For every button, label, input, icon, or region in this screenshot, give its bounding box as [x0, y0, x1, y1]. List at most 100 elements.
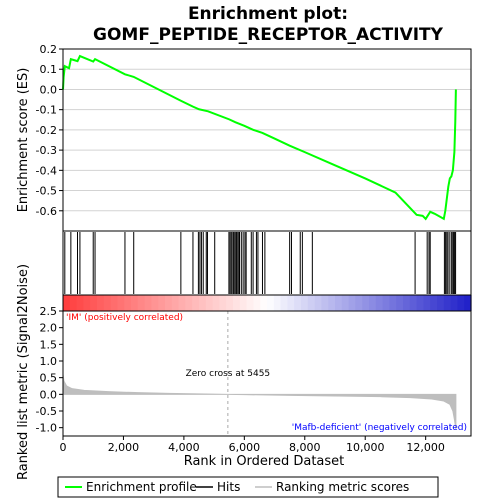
ranking-color-segment	[97, 295, 105, 311]
x-tick-label: 10,000	[346, 441, 385, 454]
ranking-color-segment	[199, 295, 207, 311]
es-y-tick-label: -0.3	[36, 144, 57, 157]
ranking-color-segment	[430, 295, 438, 311]
ranking-color-segment	[267, 295, 275, 311]
ranking-color-segment	[355, 295, 363, 311]
ranking-color-segment	[348, 295, 356, 311]
ranking-metric-area	[62, 374, 457, 430]
ranking-color-segment	[443, 295, 452, 311]
es-gridlines	[63, 48, 471, 212]
ranking-color-segment	[151, 295, 159, 311]
enrichment-profile-line	[62, 54, 457, 221]
ranking-color-segment	[294, 295, 302, 311]
ranking-color-segment	[321, 295, 329, 311]
legend: Enrichment profile Hits Ranking metric s…	[57, 476, 439, 498]
x-tick-label: 0	[60, 441, 67, 454]
ranking-color-segment	[416, 295, 424, 311]
ranking-color-segment	[110, 295, 118, 311]
es-panel: 0.2 0.1 0.0 -0.1 -0.2 -0.3 -0.4 -0.5 -0.6 Enrich…	[16, 43, 472, 232]
es-y-tick-label: -0.1	[36, 104, 57, 117]
x-tick-label: 6,000	[229, 441, 261, 454]
ranking-color-segment	[369, 295, 377, 311]
ranking-color-segment	[450, 295, 458, 311]
es-y-axis-label: Enrichment score (ES)	[16, 68, 31, 213]
ranking-color-segment	[63, 295, 71, 311]
es-y-tick-label: 0.0	[40, 83, 58, 96]
ranking-color-segment	[131, 295, 139, 311]
ranking-color-segment	[389, 295, 397, 311]
metric-y-tick-label: -0.5	[36, 405, 57, 418]
es-y-tick-label: -0.5	[36, 185, 57, 198]
legend-enrichment-profile-label: Enrichment profile	[86, 480, 197, 494]
ranking-color-segment	[192, 295, 200, 311]
ranking-color-segment	[171, 295, 180, 311]
ranking-color-segment	[362, 295, 370, 311]
metric-panel: Zero cross at 5455 'IM' (positively corr…	[16, 264, 472, 480]
legend-hits-label: Hits	[217, 480, 240, 494]
ranking-color-segment	[280, 295, 288, 311]
ranking-color-segment	[178, 295, 186, 311]
ranking-color-segment	[301, 295, 309, 311]
ranking-color-segment	[76, 295, 84, 311]
metric-y-tick-label: 2.5	[40, 305, 58, 318]
ranking-color-segment	[246, 295, 254, 311]
es-y-tick-label: 0.2	[40, 43, 58, 56]
ranking-color-segment	[83, 295, 91, 311]
ranking-color-segment	[165, 295, 173, 311]
ranking-color-segment	[396, 295, 404, 311]
ranking-color-segment	[124, 295, 132, 311]
hit-marks	[62, 232, 457, 294]
metric-panel-background	[63, 311, 471, 436]
ranking-color-segment	[137, 295, 146, 311]
ranking-color-segment	[341, 295, 350, 311]
ranking-color-segment	[233, 295, 241, 311]
ranking-color-segment	[90, 295, 98, 311]
ranking-color-segment	[144, 295, 152, 311]
ranking-color-segment	[103, 295, 112, 311]
ranking-color-segment	[117, 295, 125, 311]
chart-title-line1: Enrichment plot:	[188, 4, 348, 24]
metric-y-tick-label: 0.0	[40, 388, 58, 401]
metric-panel-frame	[62, 310, 472, 437]
negative-correlation-label: 'Mafb-deficient' (negatively correlated)	[292, 423, 467, 433]
es-y-tick-label: -0.2	[36, 124, 57, 137]
ranking-color-segment	[260, 295, 268, 311]
ranking-color-segment	[409, 295, 418, 311]
chart-title-line2: GOMF_PEPTIDE_RECEPTOR_ACTIVITY	[93, 25, 444, 45]
ranking-color-segment	[457, 295, 465, 311]
metric-y-tick-label: 0.5	[40, 372, 58, 385]
hits-panel	[62, 230, 472, 296]
ranking-color-bar	[62, 294, 472, 312]
metric-y-axis-label: Ranked list metric (Signal2Noise)	[16, 264, 31, 480]
ranking-color-segment	[212, 295, 220, 311]
ranking-color-segments	[63, 295, 472, 311]
x-tick-label: 4,000	[168, 441, 200, 454]
ranking-color-segment	[69, 295, 78, 311]
legend-frame	[57, 476, 439, 498]
metric-y-tick-label: 2.0	[40, 322, 58, 335]
hits-panel-background	[63, 231, 471, 295]
metric-y-ticks: 2.5 2.0 1.5 1.0 0.5 0.0 -0.5 -1.0	[36, 305, 63, 435]
ranking-color-segment	[314, 295, 322, 311]
ranking-color-segment	[423, 295, 431, 311]
es-y-ticks: 0.2 0.1 0.0 -0.1 -0.2 -0.3 -0.4 -0.5 -0.6	[36, 43, 63, 218]
ranking-color-segment	[335, 295, 343, 311]
ranking-color-segment	[185, 295, 193, 311]
metric-y-tick-label: 1.5	[40, 338, 58, 351]
ranking-color-segment	[158, 295, 166, 311]
metric-x-ticks: 0 2,000 4,000 6,000 8,000 10,000 12,000	[60, 436, 445, 454]
x-axis-label: Rank in Ordered Dataset	[184, 454, 345, 469]
ranking-color-segment	[226, 295, 234, 311]
ranking-color-segment	[464, 295, 472, 311]
ranking-color-segment	[219, 295, 227, 311]
x-tick-label: 8,000	[289, 441, 321, 454]
ranking-color-segment	[205, 295, 214, 311]
es-y-tick-label: 0.1	[40, 63, 58, 76]
metric-y-tick-label: 1.0	[40, 355, 58, 368]
ranking-color-segment	[253, 295, 261, 311]
ranking-color-segment	[382, 295, 390, 311]
es-panel-background	[63, 49, 471, 231]
ranking-color-segment	[403, 295, 411, 311]
ranking-color-segment	[287, 295, 295, 311]
